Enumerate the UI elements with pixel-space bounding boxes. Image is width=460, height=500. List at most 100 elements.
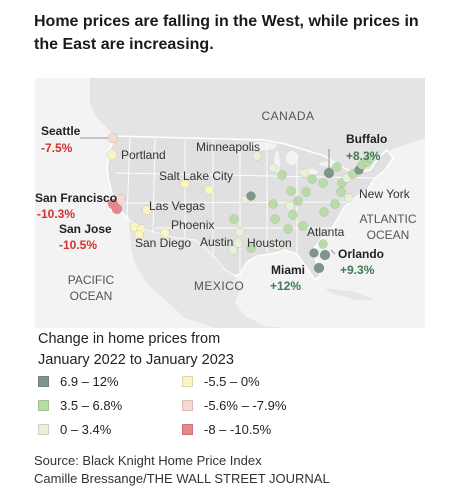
us-map: CANADA MEXICO PACIFIC OCEAN ATLANTIC OCE… (35, 78, 425, 328)
dot-milwaukee (268, 163, 278, 173)
dot-boston (365, 153, 375, 163)
dot-buffalo (323, 167, 335, 179)
dot-portland (106, 149, 118, 161)
dot-san-jose (111, 203, 123, 215)
dot-birmingham (283, 224, 293, 234)
legend-swatch (38, 424, 49, 435)
value-san-jose: -10.5% (59, 238, 97, 252)
dot-las-vegas (142, 205, 152, 215)
dot-louisville (285, 201, 295, 211)
source-note: Source: Black Knight Home Price Index Ca… (34, 452, 330, 488)
dot-houston (246, 243, 256, 253)
dot-sacramento (116, 194, 126, 204)
value-seattle: -7.5% (41, 141, 73, 155)
canada-land (90, 78, 425, 173)
label-phoenix: Phoenix (171, 218, 214, 232)
label-san-francisco: San Francisco (35, 191, 117, 205)
dot-jacksonville (318, 239, 328, 249)
label-san-diego: San Diego (135, 236, 191, 250)
legend-item: -8 – -10.5% (182, 422, 271, 437)
dot-rochester (332, 162, 342, 172)
label-houston: Houston (247, 236, 292, 250)
dot-cincinnati (293, 196, 303, 206)
label-miami: Miami (271, 263, 305, 277)
legend-item: 0 – 3.4% (38, 422, 111, 437)
dot-atlanta (298, 221, 308, 231)
dot-indianapolis (286, 186, 296, 196)
legend: 6.9 – 12% 3.5 – 6.8% 0 – 3.4% -5.5 – 0% … (38, 374, 438, 444)
dot-oklahoma-city (229, 214, 239, 224)
legend-label: -5.5 – 0% (204, 374, 260, 389)
dot-san-diego (134, 230, 144, 240)
dot-tampa (309, 248, 319, 258)
label-seattle: Seattle (41, 124, 81, 138)
city-dots (106, 132, 375, 274)
legend-swatch (182, 424, 193, 435)
dot-miami (313, 262, 325, 274)
dot-nashville (288, 210, 298, 220)
state-border (152, 137, 156, 233)
city-labels: Portland Salt Lake City Las Vegas Phoeni… (121, 140, 411, 250)
legend-swatch (38, 400, 49, 411)
label-minneapolis: Minneapolis (196, 140, 260, 154)
dot-omaha (246, 191, 256, 201)
dot-virginia-beach (344, 193, 354, 203)
dot-pittsburgh (318, 178, 328, 188)
state-border (126, 137, 131, 219)
dot-columbus (301, 187, 311, 197)
legend-item: -5.5 – 0% (182, 374, 260, 389)
label-las-vegas: Las Vegas (149, 199, 205, 213)
value-orlando: +9.3% (340, 263, 375, 277)
dot-detroit (299, 168, 309, 178)
caribbean-land (325, 288, 375, 300)
legend-swatch (182, 400, 193, 411)
value-miami: +12% (270, 279, 301, 293)
label-buffalo: Buffalo (346, 132, 387, 146)
dot-seattle (107, 132, 119, 144)
legend-label: 6.9 – 12% (60, 374, 119, 389)
legend-title: Change in home prices from January 2022 … (38, 329, 438, 371)
orlando-leader-line (330, 249, 336, 255)
dot-cleveland (307, 174, 317, 184)
dot-chicago (277, 170, 287, 180)
dot-raleigh (330, 199, 340, 209)
pacific-label: PACIFIC (68, 273, 115, 287)
lake-ontario (319, 161, 335, 167)
dot-memphis (270, 214, 280, 224)
legend-label: 0 – 3.4% (60, 422, 112, 437)
dot-st-louis (268, 199, 278, 209)
dot-austin (233, 238, 243, 248)
label-austin: Austin (200, 235, 233, 249)
atlantic-ocean-label: OCEAN (367, 228, 410, 242)
dot-denver (204, 185, 214, 195)
dot-minneapolis (252, 151, 262, 161)
dot-richmond (336, 187, 346, 197)
legend-label: -5.6% – -7.9% (204, 398, 287, 413)
state-border (112, 201, 356, 204)
label-salt-lake-city: Salt Lake City (159, 169, 233, 183)
highlighted-city-labels: Seattle -7.5% San Francisco -10.3% San J… (35, 124, 387, 293)
label-portland: Portland (121, 148, 166, 162)
lake-huron (286, 151, 298, 165)
lake-superior (249, 142, 277, 150)
legend-title-line1: Change in home prices from (38, 331, 221, 347)
mexico-label: MEXICO (194, 279, 244, 293)
legend-swatch (182, 376, 193, 387)
label-san-jose: San Jose (59, 222, 112, 236)
label-orlando: Orlando (338, 247, 384, 261)
dot-san-antonio (228, 245, 238, 255)
dot-charlotte (319, 207, 329, 217)
dot-phoenix (160, 228, 170, 238)
legend-item: 6.9 – 12% (38, 374, 119, 389)
label-atlanta: Atlanta (307, 225, 345, 239)
value-san-francisco: -10.3% (37, 207, 75, 221)
legend-label: 3.5 – 6.8% (60, 398, 123, 413)
dot-orlando (319, 249, 331, 261)
atlantic-label: ATLANTIC (359, 212, 416, 226)
legend-title-line2: January 2022 to January 2023 (38, 352, 234, 368)
legend-item: 3.5 – 6.8% (38, 398, 122, 413)
mexico-land (129, 220, 285, 328)
dot-salt-lake-city (180, 179, 190, 189)
pacific-ocean-label: OCEAN (70, 289, 113, 303)
